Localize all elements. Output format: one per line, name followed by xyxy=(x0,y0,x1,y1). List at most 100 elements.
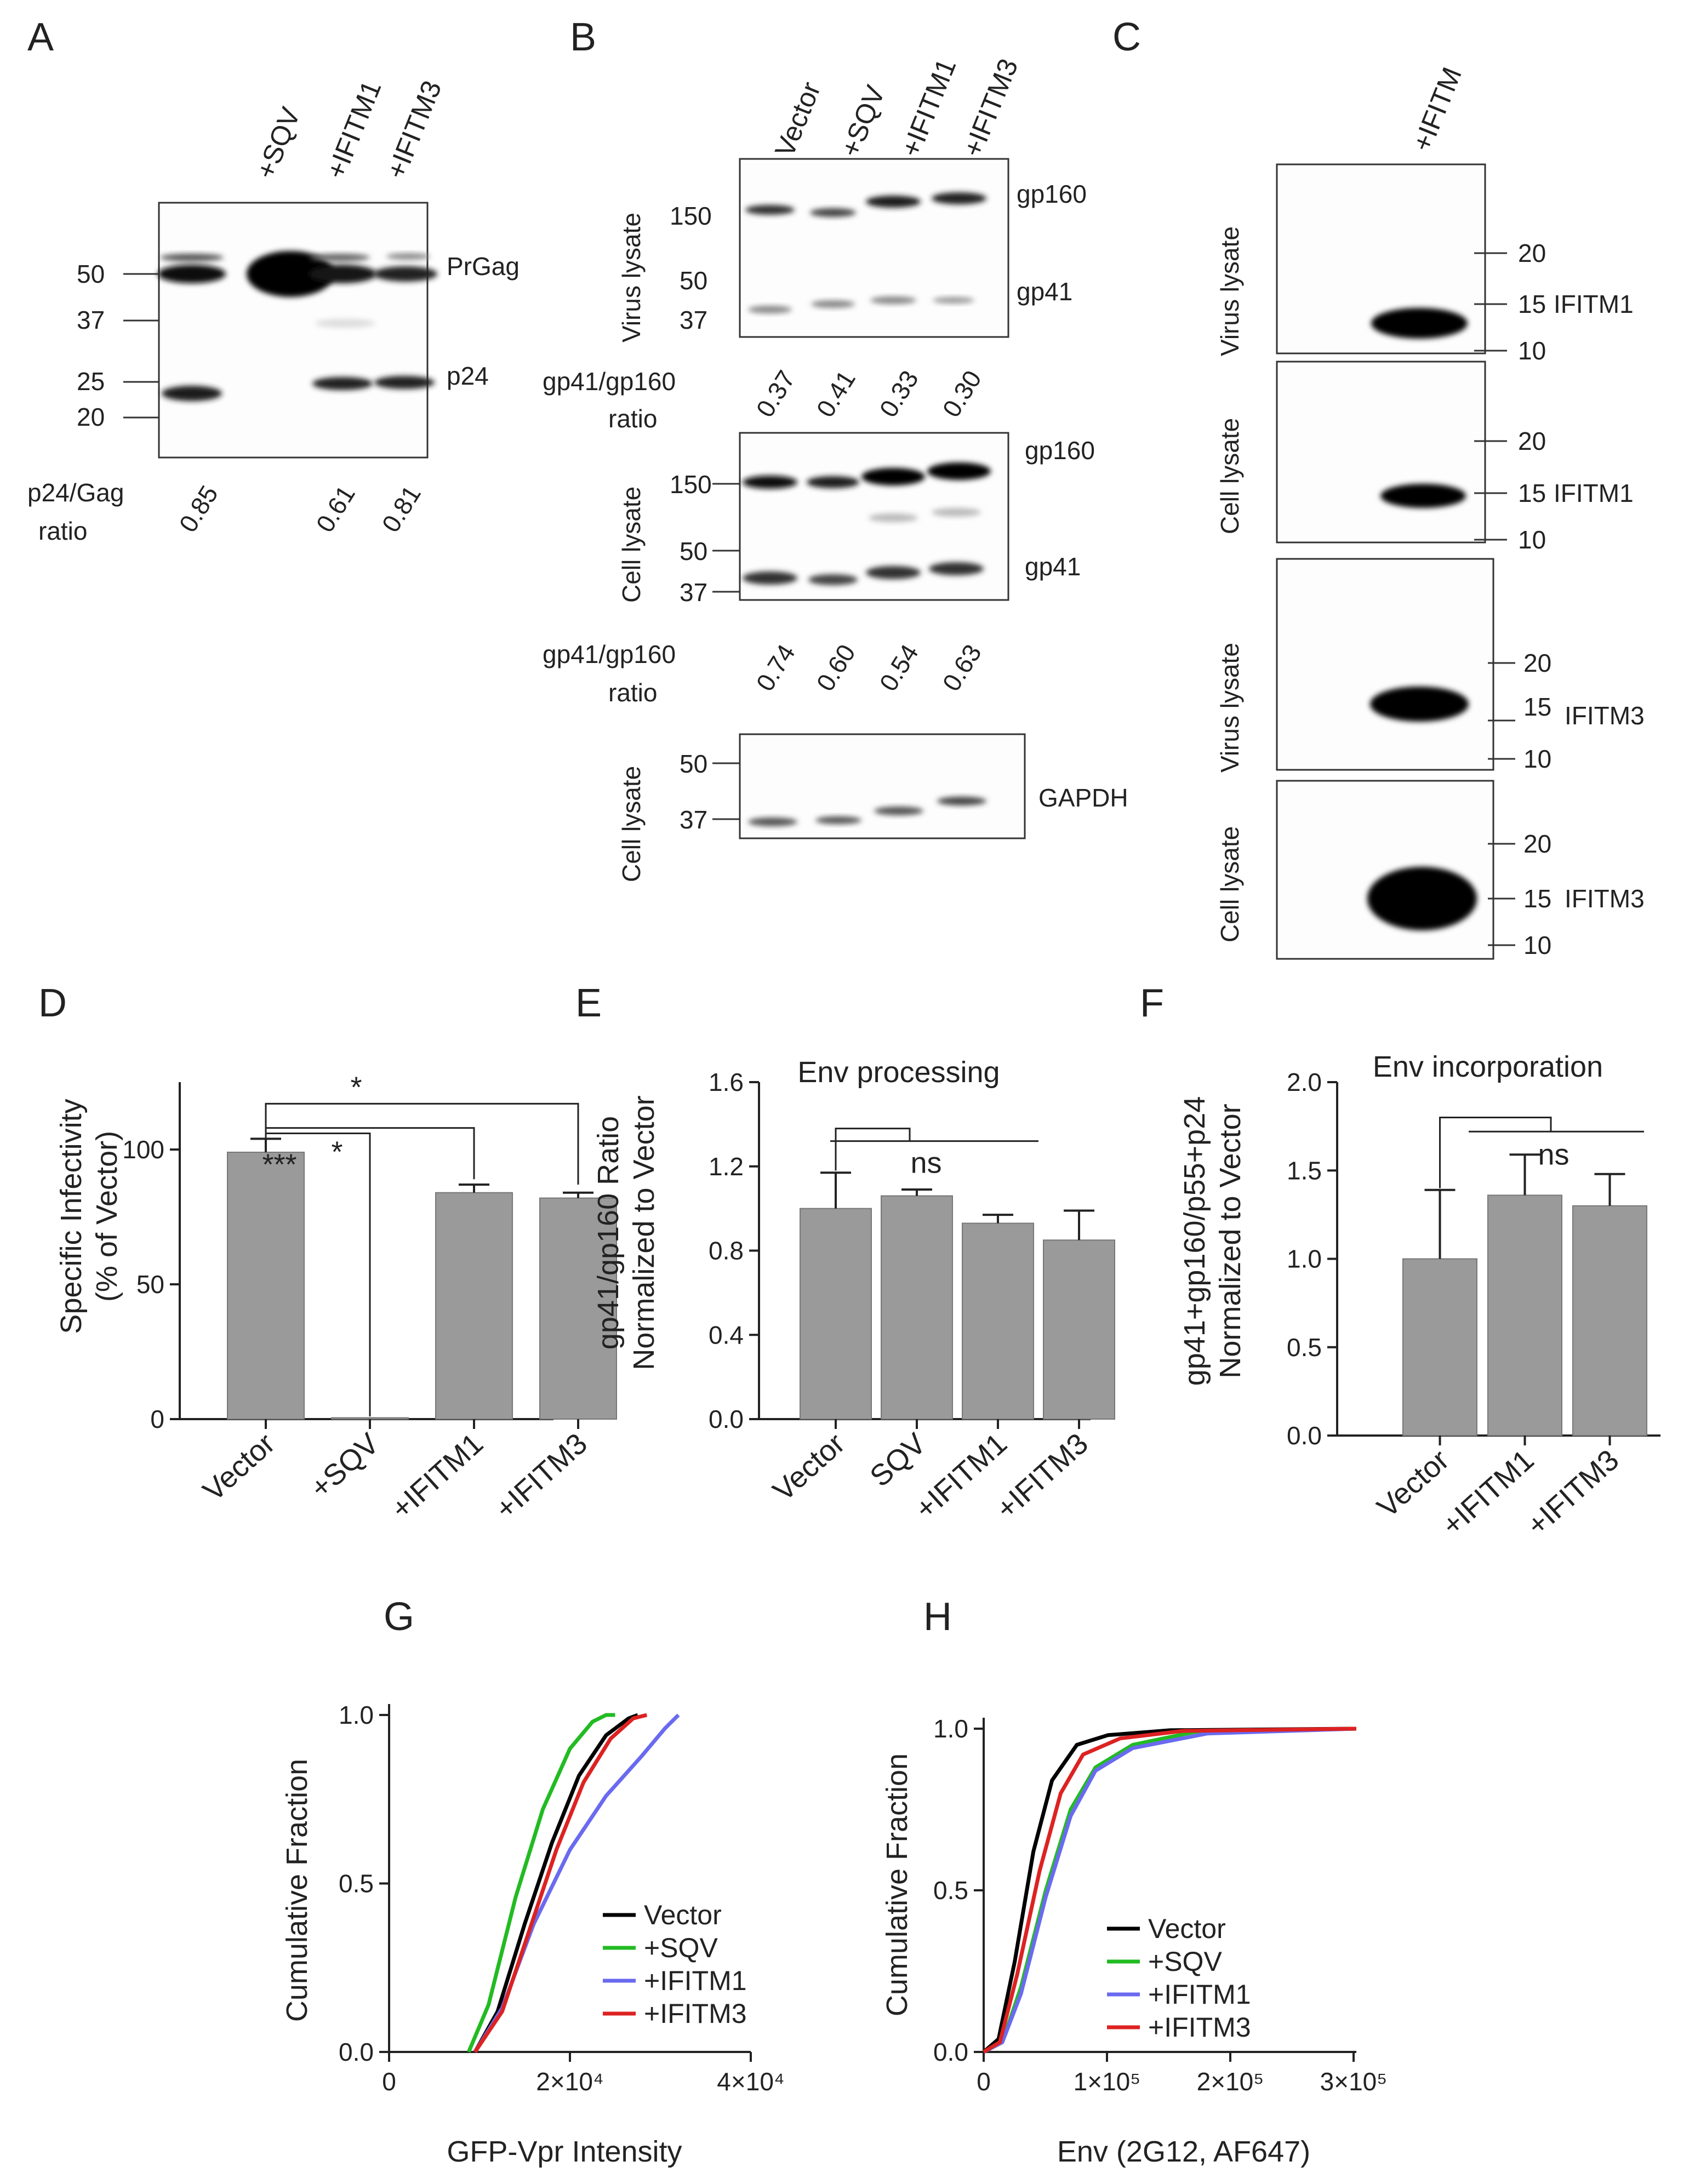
panel-letter-g: G xyxy=(384,1595,414,1639)
x-tick-label-H: 2×10⁵ xyxy=(1197,2067,1264,2096)
x-tick-label-G: 4×10⁴ xyxy=(717,2067,784,2096)
mw-b3-37: 37 xyxy=(680,805,707,834)
panel-letter-d: D xyxy=(38,981,67,1025)
y-tick-label-E: 1.6 xyxy=(709,1068,744,1096)
panel-letter-h: H xyxy=(923,1595,952,1639)
legend-label: +SQV xyxy=(1148,1946,1222,1977)
side-label-c1: Virus lysate xyxy=(1215,226,1244,356)
ylabel-f-line2: Normalized to Vector xyxy=(1214,1104,1247,1378)
ylabel-g: Cumulative Fraction xyxy=(281,1759,313,2022)
lane-label-ifitm1: +IFITM1 xyxy=(320,76,387,183)
ratio-b2-vector: 0.74 xyxy=(750,639,801,696)
ratio-label-a-line2: ratio xyxy=(38,517,87,545)
ratio-a-ifitm3: 0.81 xyxy=(376,481,426,537)
panel-a: A +SQV +IFITM1 +IFITM3 50 37 25 20 PrGag… xyxy=(27,15,520,545)
blot-c4-frame xyxy=(1276,780,1494,960)
sig-bracket-f xyxy=(1439,1117,1552,1188)
bar-D xyxy=(331,1417,409,1420)
y-tick-label-D: 100 xyxy=(122,1135,164,1164)
band-label-b1-gp41: gp41 xyxy=(1017,277,1072,306)
panel-letter-c: C xyxy=(1112,15,1141,59)
side-label-c4: Cell lysate xyxy=(1215,826,1244,942)
y-tick-label-G: 0.5 xyxy=(339,1869,374,1898)
sig-d-vector-sqv xyxy=(265,1132,371,1417)
x-tick-label-E: +IFITM1 xyxy=(909,1427,1013,1525)
bar-E xyxy=(1043,1239,1115,1420)
panel-c: C +IFITM Virus lysate 20 15 IFITM1 10 Ce… xyxy=(1112,15,1645,960)
ratio-b1-vector: 0.37 xyxy=(750,365,801,422)
ratio-label-b2-line2: ratio xyxy=(608,678,657,707)
series-line-ifitm3 xyxy=(983,1726,1357,2054)
mw-a-37: 37 xyxy=(77,306,105,334)
chart-g: G Cumulative Fraction GFP-Vpr Intensity … xyxy=(281,1595,785,2168)
bar-E xyxy=(962,1222,1034,1420)
series-line-sqv xyxy=(466,1713,615,2053)
y-tick-label-D: 50 xyxy=(136,1270,164,1299)
blot-c3-frame xyxy=(1276,558,1494,771)
mw-a-25: 25 xyxy=(77,367,105,396)
mw-c4-10: 10 xyxy=(1523,931,1551,959)
x-tick-label-E: +IFITM3 xyxy=(990,1427,1094,1525)
band-label-c1: IFITM1 xyxy=(1554,290,1634,318)
x-tick-label-D: Vector xyxy=(197,1427,281,1507)
legend-label: +SQV xyxy=(644,1933,718,1963)
mw-b1-37: 37 xyxy=(680,306,707,334)
mw-c2-15: 15 xyxy=(1518,479,1546,507)
y-tick-label-F: 0.5 xyxy=(1287,1333,1322,1362)
bar-E xyxy=(881,1195,953,1420)
x-tick-label-E: SQV xyxy=(864,1427,932,1493)
ratio-label-b2-line1: gp41/gp160 xyxy=(543,640,676,668)
lane-label-ifitm: +IFITM xyxy=(1406,63,1468,156)
side-label-b2: Cell lysate xyxy=(617,487,646,603)
legend-label: Vector xyxy=(1148,1913,1226,1944)
band-label-b1-gp160: gp160 xyxy=(1017,180,1087,208)
ratio-label-b1-line1: gp41/gp160 xyxy=(543,367,676,396)
y-tick-label-H: 0.0 xyxy=(933,2038,968,2066)
y-tick-label-F: 1.5 xyxy=(1287,1156,1322,1185)
chart-f: F Env incorporation gp41+gp160/p55+p24 N… xyxy=(1140,981,1660,1542)
mw-c3-10: 10 xyxy=(1523,745,1551,773)
xlabel-h: Env (2G12, AF647) xyxy=(1057,2135,1310,2168)
ylabel-e-line1: gp41/gp160 Ratio xyxy=(592,1116,625,1350)
legend-label: +IFITM3 xyxy=(1148,2012,1251,2043)
y-tick-label-G: 0.0 xyxy=(339,2038,374,2066)
band-label-c4: IFITM3 xyxy=(1565,884,1645,913)
band-label-gapdh: GAPDH xyxy=(1038,784,1128,812)
lane-label-b-ifitm3: +IFITM3 xyxy=(957,54,1024,161)
panel-b: B Vector +SQV +IFITM1 +IFITM3 Virus lysa… xyxy=(543,15,1128,882)
x-tick-label-H: 1×10⁵ xyxy=(1074,2067,1141,2096)
side-label-c3: Virus lysate xyxy=(1215,643,1244,773)
mw-c1-15: 15 xyxy=(1518,290,1546,318)
ylabel-f-line1: gp41+gp160/p55+p24 xyxy=(1178,1096,1211,1386)
bar-F xyxy=(1572,1205,1647,1436)
sig-d-vector-ifitm3 xyxy=(265,1102,579,1185)
mw-c2-20: 20 xyxy=(1518,427,1546,455)
sig-label-d: * xyxy=(350,1071,362,1104)
y-tick-label-H: 1.0 xyxy=(933,1714,968,1743)
x-tick-label-G: 0 xyxy=(382,2067,396,2096)
ylabel-d-line1: Specific Infectivity xyxy=(55,1099,88,1334)
panel-letter-b: B xyxy=(570,15,596,59)
lane-label-b-ifitm1: +IFITM1 xyxy=(895,54,962,161)
x-tick-label-H: 0 xyxy=(977,2067,991,2096)
x-tick-label-D: +IFITM3 xyxy=(489,1427,593,1525)
bar-F xyxy=(1487,1194,1562,1436)
lane-label-b-sqv: +SQV xyxy=(835,81,891,162)
mw-b1-50: 50 xyxy=(680,266,707,295)
y-tick-label-F: 0.0 xyxy=(1287,1421,1322,1450)
bar-E xyxy=(800,1208,872,1420)
y-tick-label-D: 0 xyxy=(150,1405,164,1433)
xlabel-g: GFP-Vpr Intensity xyxy=(447,2135,682,2168)
mw-c1-20: 20 xyxy=(1518,239,1546,267)
x-tick-label-F: +IFITM1 xyxy=(1436,1443,1540,1542)
band-label-c3: IFITM3 xyxy=(1565,701,1645,730)
y-tick-label-E: 0.0 xyxy=(709,1405,744,1433)
mw-b2-50: 50 xyxy=(680,537,707,565)
bar-D xyxy=(227,1151,305,1420)
x-tick-label-D: +SQV xyxy=(304,1427,385,1505)
y-tick-label-H: 0.5 xyxy=(933,1876,968,1905)
blot-b1-bands xyxy=(745,192,986,313)
ylabel-e-line2: Normalized to Vector xyxy=(627,1095,660,1370)
panel-letter-f: F xyxy=(1140,981,1164,1025)
